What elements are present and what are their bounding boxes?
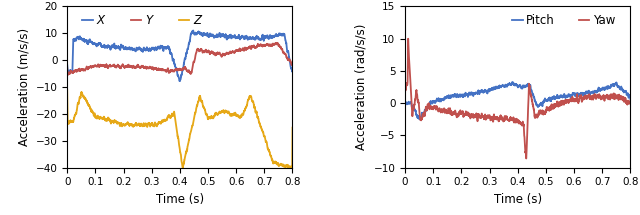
Line: $Z$: $Z$ — [67, 90, 292, 170]
Yaw — [401, 91, 409, 93]
Pitch — [579, 92, 587, 94]
Y-axis label: Acceleration (m/s/s): Acceleration (m/s/s) — [17, 28, 30, 146]
$Y$ — [75, 68, 83, 70]
Pitch — [401, 101, 409, 104]
X-axis label: Time (s): Time (s) — [156, 193, 204, 206]
Line: Yaw: Yaw — [405, 39, 630, 158]
$Y$ — [282, 55, 290, 57]
$Z$ — [75, 102, 83, 105]
$X$ — [176, 80, 184, 82]
Pitch — [620, 91, 628, 93]
$Z$ — [167, 116, 175, 119]
$X$ — [173, 69, 180, 71]
Yaw — [579, 97, 587, 99]
Legend: $X$, $Y$, $Z$: $X$, $Y$, $Z$ — [77, 9, 208, 32]
Yaw — [627, 101, 634, 103]
$X$ — [63, 63, 71, 66]
$X$ — [189, 29, 197, 32]
Yaw — [413, 92, 420, 95]
Line: Pitch: Pitch — [405, 82, 630, 119]
$Y$ — [167, 69, 175, 72]
$Y$ — [273, 41, 281, 44]
$X$ — [282, 42, 290, 45]
$Y$ — [282, 54, 290, 57]
Yaw — [620, 100, 628, 103]
Legend: Pitch, Yaw: Pitch, Yaw — [508, 9, 620, 32]
$X$ — [282, 41, 290, 44]
Pitch — [416, 118, 424, 121]
$Y$ — [64, 74, 72, 77]
$X$ — [289, 67, 296, 70]
Yaw — [522, 157, 530, 160]
Yaw — [620, 100, 628, 102]
$Z$ — [63, 89, 71, 91]
Pitch — [505, 83, 513, 85]
Pitch — [627, 98, 634, 101]
$Y$ — [241, 47, 248, 50]
X-axis label: Time (s): Time (s) — [493, 193, 542, 206]
Pitch — [511, 84, 519, 86]
Pitch — [620, 91, 628, 93]
Yaw — [404, 37, 412, 40]
$Y$ — [173, 68, 180, 71]
$Z$ — [287, 168, 294, 171]
$X$ — [75, 37, 83, 40]
$Z$ — [289, 126, 296, 129]
Yaw — [505, 119, 513, 121]
$X$ — [241, 37, 249, 39]
$Z$ — [282, 165, 290, 168]
Y-axis label: Acceleration (rad/s/s): Acceleration (rad/s/s) — [355, 24, 368, 150]
$Z$ — [173, 127, 180, 130]
Line: $Y$: $Y$ — [67, 43, 292, 75]
Pitch — [413, 113, 420, 116]
$Z$ — [282, 165, 290, 167]
Pitch — [509, 81, 517, 84]
$X$ — [167, 51, 175, 54]
$Y$ — [63, 67, 71, 69]
$Z$ — [241, 110, 248, 112]
Line: $X$: $X$ — [67, 31, 292, 81]
$Y$ — [289, 61, 296, 64]
Yaw — [511, 121, 518, 123]
